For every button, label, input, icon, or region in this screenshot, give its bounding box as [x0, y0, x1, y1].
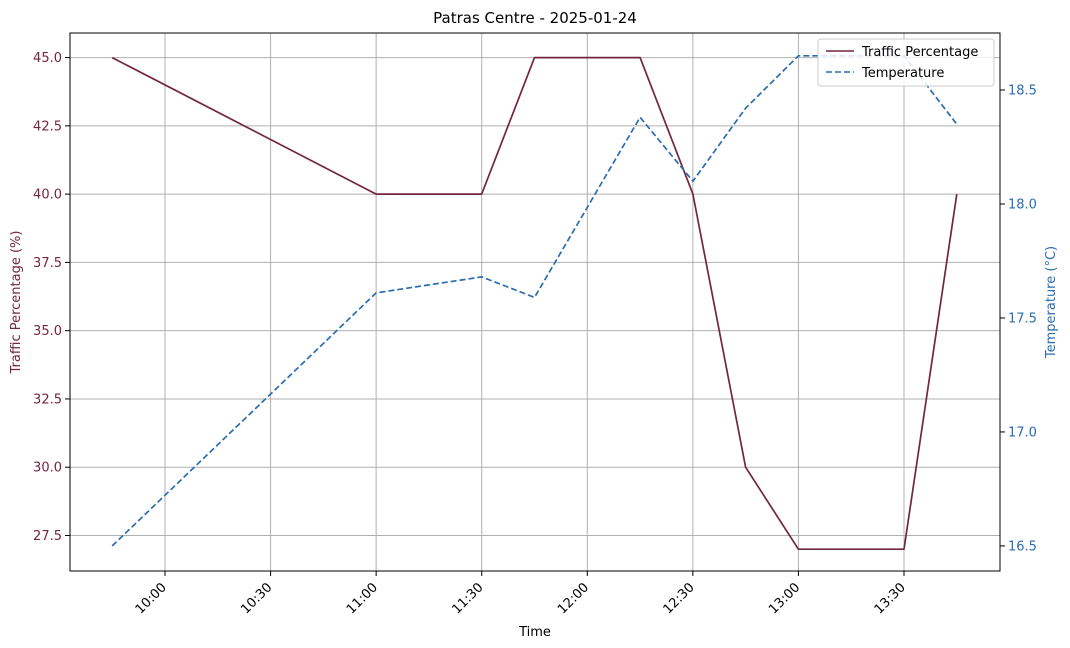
- y-left-tick-label: 42.5: [33, 119, 62, 134]
- y-right-tick-label: 16.5: [1008, 539, 1037, 554]
- legend-label-temperature: Temperature: [861, 66, 944, 81]
- plot-frame: [69, 32, 1001, 572]
- y-left-tick-label: 35.0: [33, 324, 62, 339]
- legend-box: [817, 38, 995, 87]
- y-left-tick-label: 37.5: [33, 256, 62, 271]
- x-tick-label: 11:30: [449, 580, 486, 617]
- y-left-tick-label: 32.5: [33, 392, 62, 407]
- series-line-temperature: [111, 54, 958, 547]
- x-tick-label: 12:00: [555, 580, 592, 617]
- x-tick-label: 12:30: [661, 580, 698, 617]
- x-axis-title: Time: [518, 625, 551, 640]
- series-line-traffic: [111, 56, 958, 551]
- legend-label-traffic: Traffic Percentage: [861, 45, 978, 60]
- chart-title: Patras Centre - 2025-01-24: [433, 9, 637, 27]
- y-left-tick-label: 27.5: [33, 529, 62, 544]
- y-left-tick-label: 40.0: [33, 188, 62, 203]
- series-layer: [111, 54, 958, 551]
- x-tick-label: 13:00: [766, 580, 803, 617]
- x-tick-label: 10:30: [238, 580, 275, 617]
- y-right-tick-label: 17.5: [1008, 311, 1037, 326]
- y-axis-right: 16.5 17.0 17.5 18.0 18.5: [1000, 83, 1037, 554]
- y-left-tick-label: 30.0: [33, 461, 62, 476]
- x-axis: 10:00 10:30 11:00 11:30 12:00 12:30 13:00 13:30: [133, 571, 909, 617]
- y-right-tick-label: 17.0: [1008, 425, 1037, 440]
- y-right-tick-label: 18.5: [1008, 83, 1037, 98]
- grid-layer: [70, 33, 1000, 571]
- y-axis-left: 27.5 30.0 32.5 35.0 37.5 40.0 42.5 45.0: [33, 51, 70, 544]
- y-axis-right-title: Temperature (°C): [1044, 246, 1059, 359]
- x-tick-label: 10:00: [133, 580, 170, 617]
- y-axis-left-title: Traffic Percentage (%): [9, 231, 24, 375]
- y-right-tick-label: 18.0: [1008, 197, 1037, 212]
- x-tick-label: 11:00: [344, 580, 381, 617]
- y-left-tick-label: 45.0: [33, 51, 62, 66]
- legend: Traffic Percentage Temperature: [817, 38, 995, 87]
- x-tick-label: 13:30: [872, 580, 909, 617]
